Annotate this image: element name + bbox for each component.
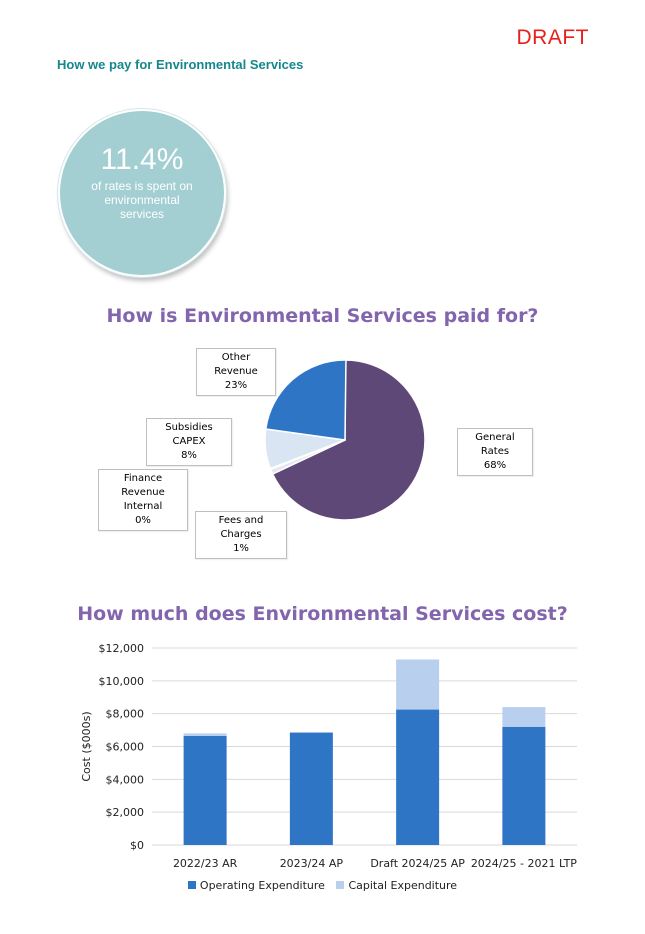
pie-label-fees-and-charges: Fees and Charges 1% bbox=[195, 511, 287, 559]
y-tick-label: $2,000 bbox=[106, 806, 145, 819]
bar-capital bbox=[183, 733, 227, 736]
y-tick-label: $8,000 bbox=[106, 708, 145, 721]
y-tick-label: $6,000 bbox=[106, 741, 145, 754]
bar-operating bbox=[289, 732, 333, 845]
bar-capital bbox=[502, 707, 546, 727]
y-axis-label: Cost ($000s) bbox=[80, 711, 93, 781]
y-tick-label: $10,000 bbox=[99, 675, 145, 688]
legend-swatch-capital bbox=[336, 881, 345, 889]
pie-slice-other-revenue bbox=[264, 359, 347, 441]
pie-label-subsidies-capex: Subsidies CAPEX 8% bbox=[146, 418, 232, 466]
pie-label-value: 23% bbox=[224, 380, 248, 391]
x-tick-label: 2022/23 AR bbox=[173, 857, 238, 870]
legend-label: Operating Expenditure bbox=[199, 879, 325, 892]
pie-label-other-revenue: Other Revenue 23% bbox=[196, 348, 276, 396]
pie-slice-general-rates bbox=[271, 359, 426, 521]
x-tick-label: 2024/25 - 2021 LTP bbox=[471, 857, 577, 870]
stat-value: 11.4% bbox=[100, 143, 184, 176]
bar-chart-title: How much does Environmental Services cos… bbox=[77, 603, 568, 625]
bar-capital bbox=[396, 659, 440, 710]
bar-operating bbox=[396, 709, 440, 845]
pie-label-name: Other Revenue bbox=[214, 352, 258, 377]
legend-item-operating: Operating Expenditure bbox=[187, 879, 325, 892]
bar-chart-legend: Operating Expenditure Capital Expenditur… bbox=[0, 879, 645, 892]
pie-chart-title: How is Environmental Services paid for? bbox=[106, 305, 539, 327]
pie-label-general-rates: General Rates 68% bbox=[457, 428, 533, 476]
pie-label-finance-revenue: Finance Revenue Internal 0% bbox=[98, 469, 188, 531]
pie-label-value: 1% bbox=[233, 543, 249, 554]
pie-label-name: Fees and Charges bbox=[218, 515, 264, 540]
stat-description: of rates is spent on environmental servi… bbox=[91, 179, 193, 221]
y-tick-label: $0 bbox=[130, 839, 144, 852]
bar-operating bbox=[502, 726, 546, 845]
stat-circle: 11.4% of rates is spent on environmental… bbox=[58, 109, 226, 277]
pie-label-name: Subsidies CAPEX bbox=[165, 422, 213, 447]
section-title: How we pay for Environmental Services bbox=[57, 57, 304, 72]
draft-label: DRAFT bbox=[516, 26, 589, 49]
y-tick-label: $12,000 bbox=[99, 642, 145, 655]
bar-operating bbox=[183, 735, 227, 845]
legend-label: Capital Expenditure bbox=[348, 879, 458, 892]
legend-item-capital: Capital Expenditure bbox=[336, 879, 457, 892]
pie-label-value: 0% bbox=[135, 515, 151, 526]
pie-label-name: Finance Revenue Internal bbox=[121, 473, 165, 512]
x-tick-label: 2023/24 AP bbox=[280, 857, 344, 870]
y-tick-label: $4,000 bbox=[106, 773, 145, 786]
pie-label-value: 8% bbox=[181, 450, 197, 461]
x-tick-label: Draft 2024/25 AP bbox=[370, 857, 465, 870]
pie-label-name: General Rates bbox=[475, 432, 515, 457]
legend-swatch-operating bbox=[187, 881, 196, 889]
pie-label-value: 68% bbox=[483, 460, 507, 471]
